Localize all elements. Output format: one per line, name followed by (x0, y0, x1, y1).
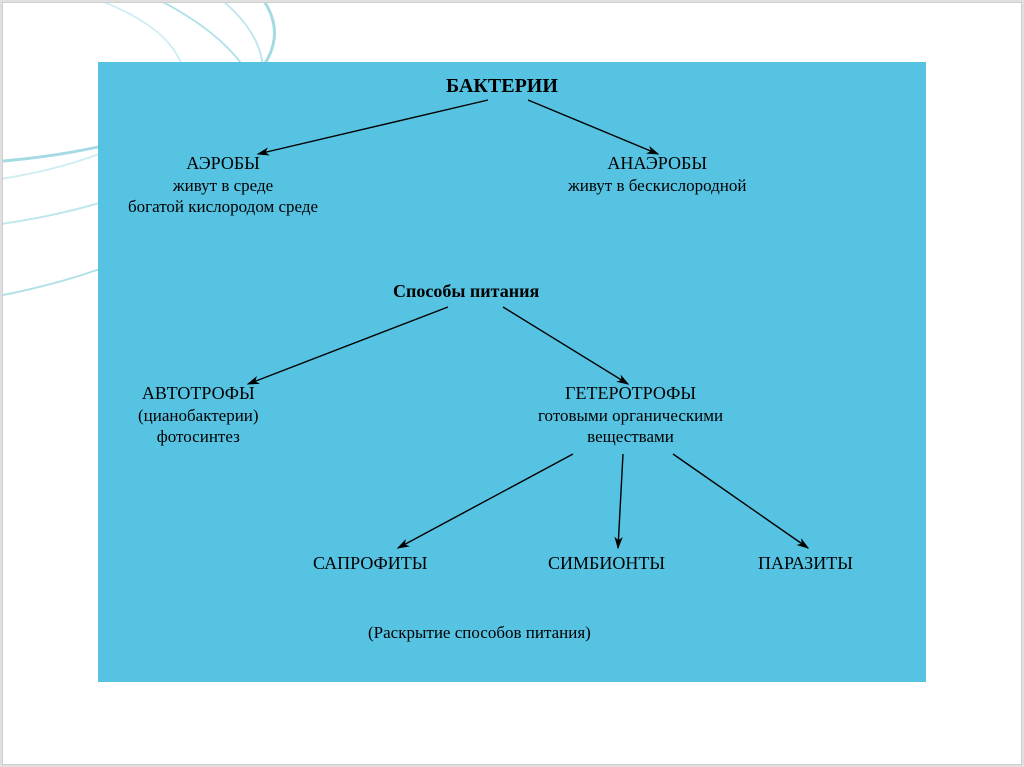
node-nutrition: Способы питания (393, 280, 539, 303)
node-autotrophs-title: АВТОТРОФЫ (138, 382, 259, 405)
node-autotrophs-line3: фотосинтез (138, 426, 259, 447)
node-saprophytes: САПРОФИТЫ (313, 552, 427, 575)
node-aerobes-line2: живут в среде (128, 175, 318, 196)
slide: БАКТЕРИИ АЭРОБЫ живут в среде богатой ки… (0, 0, 1024, 767)
node-parasites: ПАРАЗИТЫ (758, 552, 853, 575)
node-heterotrophs: ГЕТЕРОТРОФЫ готовыми органическими вещес… (538, 382, 723, 447)
node-anaerobes-title: АНАЭРОБЫ (568, 152, 746, 175)
node-aerobes-title: АЭРОБЫ (128, 152, 318, 175)
node-anaerobes: АНАЭРОБЫ живут в бескислородной (568, 152, 746, 196)
node-heterotrophs-title: ГЕТЕРОТРОФЫ (538, 382, 723, 405)
node-autotrophs-line2: (цианобактерии) (138, 405, 259, 426)
node-symbionts: СИМБИОНТЫ (548, 552, 665, 575)
node-aerobes: АЭРОБЫ живут в среде богатой кислородом … (128, 152, 318, 217)
node-heterotrophs-line2: готовыми органическими (538, 405, 723, 426)
diagram-panel: БАКТЕРИИ АЭРОБЫ живут в среде богатой ки… (98, 62, 926, 682)
node-heterotrophs-line3: веществами (538, 426, 723, 447)
node-aerobes-line3: богатой кислородом среде (128, 196, 318, 217)
node-bacteria: БАКТЕРИИ (446, 74, 558, 99)
node-autotrophs: АВТОТРОФЫ (цианобактерии) фотосинтез (138, 382, 259, 447)
diagram-footnote: (Раскрытие способов питания) (368, 622, 591, 643)
node-anaerobes-line2: живут в бескислородной (568, 175, 746, 196)
